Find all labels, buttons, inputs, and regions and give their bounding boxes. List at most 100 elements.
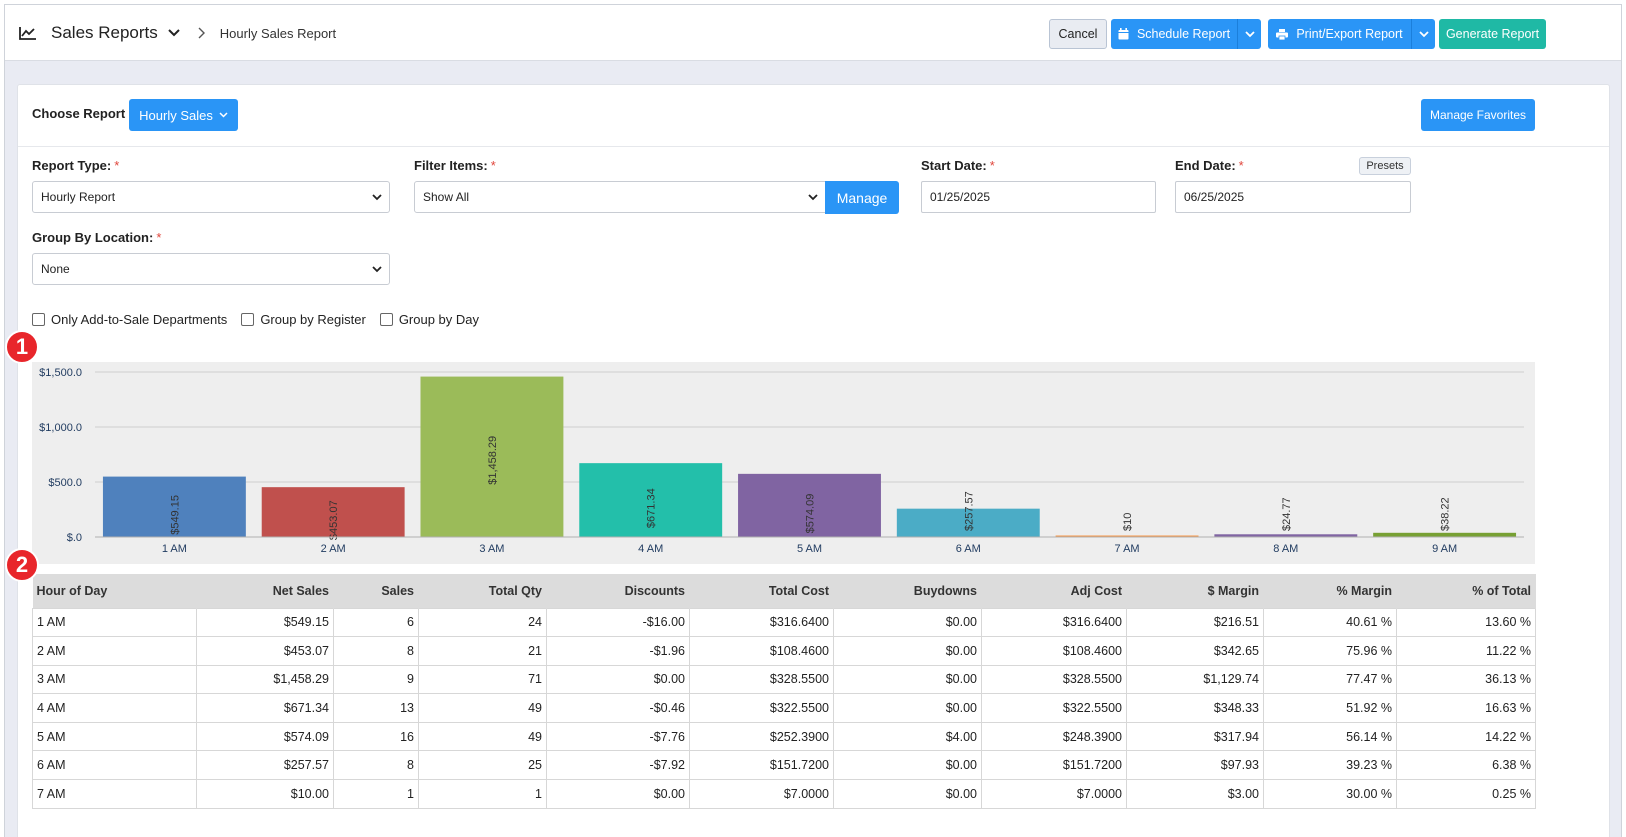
column-header[interactable]: Discounts (546, 574, 690, 608)
x-tick-label: 3 AM (479, 543, 504, 555)
table-cell: 56.14 % (1263, 721, 1397, 752)
print-export-button[interactable]: Print/Export Report (1268, 19, 1411, 49)
y-tick-label: $1,000.0 (39, 422, 82, 434)
bar[interactable] (579, 463, 723, 537)
table-cell: $0.00 (546, 779, 690, 809)
column-header[interactable]: Total Cost (689, 574, 834, 608)
bar[interactable] (102, 476, 246, 537)
by-register-option[interactable]: Group by Register (241, 312, 366, 327)
report-type-label: Report Type: * (32, 158, 119, 173)
top-bar: Sales Reports Hourly Sales Report Cancel… (5, 5, 1621, 61)
options-row: Only Add-to-Sale Departments Group by Re… (32, 312, 493, 327)
by-register-checkbox[interactable] (241, 313, 255, 326)
table-cell: $151.7200 (981, 750, 1127, 781)
bar-data-label: $549.15 (169, 495, 181, 535)
required-mark: * (156, 230, 162, 245)
filter-items-select[interactable]: Show All (414, 181, 826, 213)
table-cell: 1 (418, 779, 547, 809)
filter-items-label-text: Filter Items: (414, 158, 488, 173)
add-to-sale-checkbox[interactable] (32, 313, 45, 326)
column-header[interactable]: $ Margin (1126, 574, 1264, 608)
table-cell: -$7.76 (546, 721, 690, 752)
group-location-select[interactable]: None (32, 253, 390, 285)
column-header[interactable]: Sales (333, 574, 419, 608)
manage-favorites-button[interactable]: Manage Favorites (1421, 99, 1535, 131)
schedule-dropdown-toggle[interactable] (1237, 19, 1261, 49)
bar[interactable] (1214, 534, 1358, 537)
start-date-input[interactable]: 01/25/2025 (921, 181, 1156, 213)
start-date-label: Start Date: * (921, 158, 995, 173)
end-date-input[interactable]: 06/25/2025 (1175, 181, 1411, 213)
table-cell: $322.5500 (981, 693, 1127, 723)
column-header[interactable]: Hour of Day (32, 574, 197, 608)
app-frame: Sales Reports Hourly Sales Report Cancel… (4, 4, 1622, 837)
table-cell: $257.57 (196, 750, 334, 781)
group-location-label-text: Group By Location: (32, 230, 154, 245)
table-cell: $216.51 (1126, 607, 1264, 638)
chevron-down-icon (219, 112, 228, 118)
table-cell: $3.00 (1126, 779, 1264, 809)
cancel-button[interactable]: Cancel (1049, 19, 1107, 49)
by-day-option[interactable]: Group by Day (379, 312, 479, 327)
chevron-down-icon (1418, 30, 1429, 37)
manage-filter-label: Manage (836, 189, 888, 206)
table-cell: $671.34 (196, 693, 334, 723)
generate-report-button[interactable]: Generate Report (1439, 19, 1546, 49)
manage-filter-button[interactable]: Manage (825, 181, 899, 214)
presets-button[interactable]: Presets (1359, 157, 1411, 175)
chevron-down-icon (1244, 30, 1255, 37)
bar-data-label: $24.77 (1281, 497, 1293, 531)
column-header[interactable]: % Margin (1263, 574, 1397, 608)
report-selector-button[interactable]: Hourly Sales (129, 99, 238, 131)
table-cell: $316.6400 (981, 607, 1127, 638)
table-cell: 16 (333, 721, 419, 752)
column-header[interactable]: Buydowns (833, 574, 982, 608)
choose-report-label: Choose Report (32, 106, 126, 121)
table-cell: $248.3900 (981, 721, 1127, 752)
table-row: 6 AM $257.57 8 25 -$7.92 $151.7200 $0.00 $151.7… (32, 750, 1536, 781)
schedule-report-button[interactable]: Schedule Report (1111, 19, 1237, 49)
column-header[interactable]: Net Sales (196, 574, 334, 608)
column-header[interactable]: Total Qty (418, 574, 547, 608)
table-cell: 77.47 % (1263, 664, 1397, 695)
table-cell: 8 (333, 750, 419, 781)
bar[interactable] (738, 473, 881, 537)
table-cell: -$7.92 (546, 750, 690, 781)
divider (18, 146, 1609, 147)
table-cell: $7.0000 (981, 779, 1127, 809)
table-cell: $574.09 (196, 721, 334, 752)
bar[interactable] (420, 376, 564, 537)
page-title[interactable]: Sales Reports (51, 23, 158, 42)
chevron-down-icon (372, 194, 382, 201)
bar[interactable] (1055, 535, 1199, 538)
table-cell: $4.00 (833, 721, 982, 752)
bar[interactable] (261, 487, 405, 537)
table-cell: $1,458.29 (196, 664, 334, 695)
table-cell: $0.00 (833, 636, 982, 666)
table-cell: 1 (333, 779, 419, 809)
bar-data-label: $257.57 (963, 491, 975, 531)
y-tick-label: $.0 (67, 532, 82, 544)
x-tick-label: 2 AM (321, 543, 346, 555)
x-tick-label: 5 AM (797, 543, 822, 555)
required-mark: * (490, 158, 496, 173)
bar[interactable] (1373, 532, 1517, 537)
column-header[interactable]: % of Total (1396, 574, 1536, 608)
table-cell: 49 (418, 721, 547, 752)
group-location-label: Group By Location: * (32, 230, 161, 245)
end-date-label: End Date: * (1175, 158, 1244, 173)
table-cell: -$16.00 (546, 607, 690, 638)
table-cell: 40.61 % (1263, 607, 1397, 638)
bar-data-label: $38.22 (1440, 497, 1452, 531)
table-row: 2 AM $453.07 8 21 -$1.96 $108.4600 $0.00 $108.4… (32, 636, 1536, 666)
by-day-checkbox[interactable] (379, 313, 393, 326)
report-type-select[interactable]: Hourly Report (32, 181, 390, 213)
add-to-sale-option[interactable]: Only Add-to-Sale Departments (32, 312, 227, 327)
bar[interactable] (896, 508, 1040, 537)
column-header[interactable]: Adj Cost (981, 574, 1127, 608)
print-dropdown-toggle[interactable] (1411, 19, 1435, 49)
table-cell: 1 AM (32, 607, 197, 638)
table-cell: 25 (418, 750, 547, 781)
required-mark: * (989, 158, 995, 173)
chevron-down-icon[interactable] (168, 29, 180, 37)
